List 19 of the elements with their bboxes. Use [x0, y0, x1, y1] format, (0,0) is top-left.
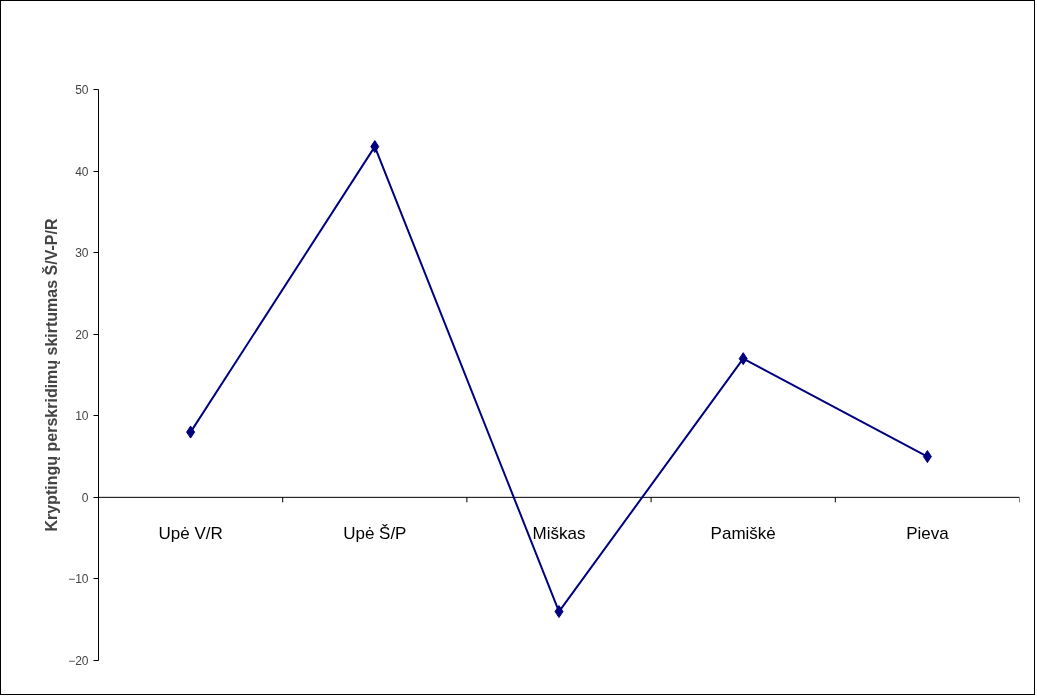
- x-tick-label: Upė V/R: [158, 523, 223, 543]
- x-tick-label: Upė Š/P: [343, 523, 407, 543]
- y-tick-label: 10: [75, 409, 89, 424]
- point: [738, 352, 748, 366]
- point: [554, 605, 564, 619]
- y-tick-label: 30: [75, 246, 89, 261]
- x-tick-label: Pamiškė: [710, 523, 776, 543]
- y-tick-label: 50: [75, 83, 89, 97]
- point: [186, 425, 196, 439]
- y-tick-label: 0: [81, 490, 89, 505]
- x-tick-label: Pieva: [906, 523, 950, 543]
- x-tick-label: Miškas: [532, 523, 586, 543]
- point: [922, 450, 932, 464]
- y-tick-label: 20: [75, 327, 89, 342]
- y-axis-title: Kryptingų perskridimų skirtumas Š/V-P/R: [42, 218, 61, 532]
- y-tick-label: −10: [68, 572, 89, 587]
- y-tick-label: 40: [75, 164, 89, 179]
- point: [370, 140, 380, 154]
- y-tick-label: −20: [68, 654, 89, 668]
